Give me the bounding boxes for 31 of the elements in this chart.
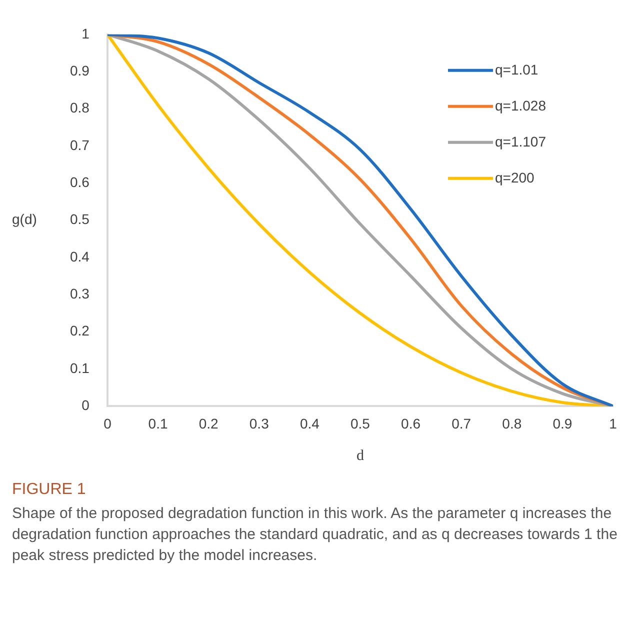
- x-tick-label: 0.1: [148, 415, 168, 432]
- y-axis-title: g(d): [12, 211, 37, 228]
- x-tick-label: 1: [609, 415, 618, 432]
- x-axis-title: d: [356, 448, 364, 464]
- x-tick-label: 0.9: [552, 415, 572, 432]
- y-tick-label: 0.1: [70, 360, 90, 376]
- legend-label: q=1.01: [495, 61, 538, 78]
- x-tick-label: 0.5: [350, 415, 370, 432]
- y-tick-label: 0: [82, 397, 90, 414]
- caption: FIGURE 1: [12, 481, 87, 499]
- x-tick-label: 0.2: [198, 415, 219, 432]
- x-tick-label: 0.7: [452, 415, 472, 432]
- y-tick-label: 0.7: [70, 136, 90, 153]
- legend-label: q=1.028: [495, 97, 546, 114]
- y-tick-label: 0.3: [70, 286, 90, 302]
- y-tick-label: 0.9: [70, 62, 90, 78]
- x-tick-label: 0.3: [249, 415, 270, 432]
- y-tick-label: 0.8: [70, 100, 90, 116]
- legend-label: q=200: [495, 169, 535, 186]
- x-tick-label: 0.4: [300, 415, 320, 432]
- y-tick-label: 0.5: [70, 211, 90, 228]
- x-tick-label: 0: [104, 415, 112, 432]
- y-tick-label: 1: [82, 25, 90, 42]
- y-tick-label: 0.2: [70, 322, 90, 339]
- y-tick-label: 0.4: [70, 248, 90, 264]
- y-tick-label: 0.6: [70, 174, 90, 190]
- legend-label: q=1.107: [495, 133, 546, 150]
- x-tick-label: 0.6: [401, 415, 421, 432]
- text: Shape of the proposed degradation function in this work. As the parameter q increases the degradation function approaches the standard quadratic, and as q decreases towards 1 the peak stress predicted by the model increases.: [12, 504, 618, 566]
- x-tick-label: 0.8: [502, 415, 522, 432]
- line-series: [107, 34, 613, 406]
